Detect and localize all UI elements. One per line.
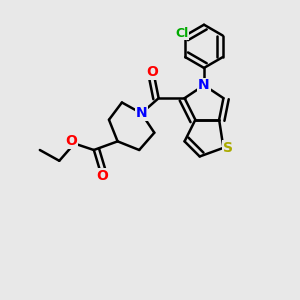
Text: O: O: [97, 169, 108, 183]
Text: N: N: [198, 78, 210, 92]
Text: S: S: [223, 141, 233, 155]
Text: O: O: [65, 134, 77, 148]
Text: N: N: [136, 106, 147, 120]
Text: O: O: [146, 65, 158, 79]
Text: Cl: Cl: [176, 27, 189, 40]
